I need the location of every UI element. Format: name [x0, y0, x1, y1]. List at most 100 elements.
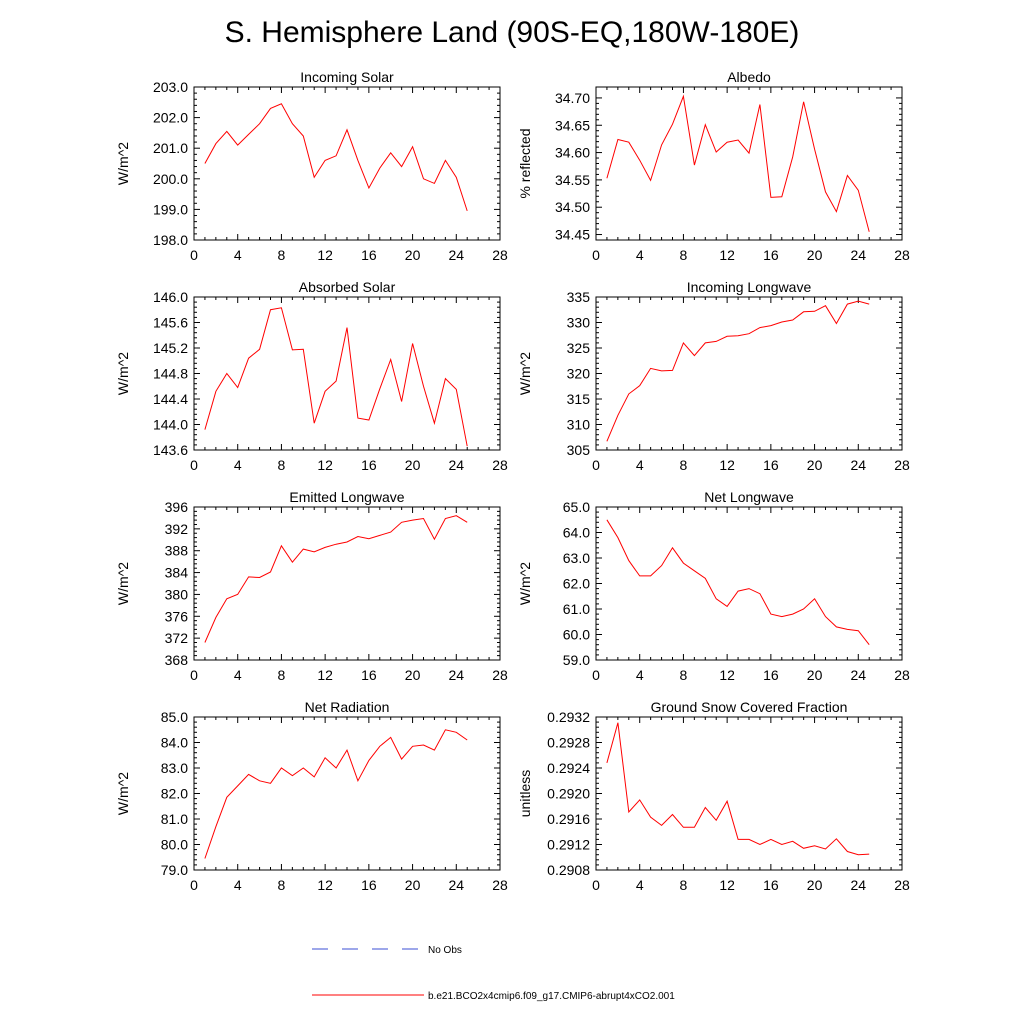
- series-line: [204, 729, 468, 859]
- y-tick-label: 146.0: [153, 289, 188, 305]
- y-tick-label: 396: [165, 499, 189, 515]
- x-tick-label: 20: [807, 247, 823, 263]
- x-tick-label: 0: [592, 247, 600, 263]
- x-tick-label: 4: [234, 247, 242, 263]
- y-tick-label: 305: [567, 442, 591, 458]
- y-tick-label: 325: [567, 340, 591, 356]
- series-line: [606, 300, 870, 442]
- y-tick-label: 0.2908: [547, 862, 590, 878]
- x-tick-label: 8: [278, 247, 286, 263]
- y-tick-label: 203.0: [153, 79, 188, 95]
- x-tick-label: 12: [719, 247, 735, 263]
- legend: No Obs b.e21.BCO2x4cmip6.f09_g17.CMIP6-a…: [312, 945, 675, 1002]
- x-tick-label: 4: [636, 877, 644, 893]
- panel-title: Emitted Longwave: [289, 489, 404, 505]
- panel-title: Net Longwave: [704, 489, 794, 505]
- x-tick-label: 24: [448, 667, 464, 683]
- x-tick-label: 12: [317, 457, 333, 473]
- y-tick-label: 0.2916: [547, 811, 590, 827]
- x-tick-label: 16: [361, 667, 377, 683]
- y-tick-label: 198.0: [153, 232, 188, 248]
- panel-title: Albedo: [727, 69, 771, 85]
- x-tick-label: 4: [234, 877, 242, 893]
- chart-panel: Net Radiation W/m^2 0 4 8 12 16 20 24 28 79.0 80.0 8…: [115, 699, 508, 893]
- y-tick-label: 330: [567, 315, 591, 331]
- x-tick-label: 0: [190, 667, 198, 683]
- x-tick-label: 16: [361, 457, 377, 473]
- y-tick-label: 61.0: [563, 601, 590, 617]
- x-tick-label: 16: [763, 667, 779, 683]
- series-line: [606, 94, 870, 232]
- y-tick-label: 320: [567, 366, 591, 382]
- y-axis-label: unitless: [517, 770, 533, 817]
- x-tick-label: 28: [894, 247, 910, 263]
- plot-frame: [595, 296, 903, 451]
- y-tick-label: 79.0: [161, 862, 188, 878]
- y-tick-label: 34.55: [555, 172, 590, 188]
- y-axis-label: W/m^2: [517, 352, 533, 395]
- x-tick-label: 16: [361, 877, 377, 893]
- x-tick-label: 0: [190, 247, 198, 263]
- x-tick-label: 20: [807, 667, 823, 683]
- y-tick-label: 201.0: [153, 140, 188, 156]
- x-tick-label: 4: [234, 667, 242, 683]
- x-tick-label: 28: [492, 247, 508, 263]
- plot-frame: [595, 716, 903, 871]
- x-tick-label: 20: [807, 877, 823, 893]
- chart-panel: Absorbed Solar W/m^2 0 4 8 12 16 20 24 28 143.6 144…: [115, 279, 508, 473]
- x-tick-label: 12: [317, 247, 333, 263]
- x-tick-label: 8: [680, 457, 688, 473]
- x-tick-label: 28: [492, 457, 508, 473]
- chart-panel: Albedo % reflected 0 4 8 12 16 20 24 28 34.45 34.50…: [517, 69, 910, 263]
- y-tick-label: 315: [567, 391, 591, 407]
- y-tick-label: 34.65: [555, 117, 590, 133]
- x-tick-label: 12: [317, 877, 333, 893]
- y-tick-label: 200.0: [153, 171, 188, 187]
- chart-panel: Incoming Longwave W/m^2 0 4 8 12 16 20 24 28 305 31…: [517, 279, 910, 473]
- panel-title: Incoming Longwave: [687, 279, 812, 295]
- x-tick-label: 8: [680, 667, 688, 683]
- y-tick-label: 376: [165, 608, 189, 624]
- y-tick-label: 82.0: [161, 786, 188, 802]
- chart-panel: Incoming Solar W/m^2 0 4 8 12 16 20 24 28 198.0 199…: [115, 69, 508, 263]
- y-tick-label: 0.2924: [547, 760, 590, 776]
- y-tick-label: 372: [165, 630, 189, 646]
- y-tick-label: 392: [165, 521, 189, 537]
- y-axis-label: % reflected: [517, 128, 533, 198]
- panel-grid: Incoming Solar W/m^2 0 4 8 12 16 20 24 28 198.0 199…: [115, 69, 910, 893]
- x-tick-label: 0: [190, 877, 198, 893]
- y-tick-label: 144.0: [153, 417, 188, 433]
- plot-frame: [193, 86, 501, 241]
- x-tick-label: 12: [719, 457, 735, 473]
- y-tick-label: 84.0: [161, 735, 188, 751]
- x-tick-label: 16: [763, 247, 779, 263]
- series-line: [204, 103, 468, 212]
- y-tick-label: 85.0: [161, 709, 188, 725]
- x-tick-label: 28: [894, 667, 910, 683]
- y-tick-label: 144.4: [153, 391, 188, 407]
- y-tick-label: 143.6: [153, 442, 188, 458]
- y-axis-label: W/m^2: [115, 352, 131, 395]
- y-axis-label: W/m^2: [115, 772, 131, 815]
- x-tick-label: 4: [636, 457, 644, 473]
- chart-panel: Net Longwave W/m^2 0 4 8 12 16 20 24 28 59.0 60.0 61…: [517, 489, 910, 683]
- y-tick-label: 310: [567, 417, 591, 433]
- x-tick-label: 28: [894, 457, 910, 473]
- x-tick-label: 24: [850, 457, 866, 473]
- x-tick-label: 16: [361, 247, 377, 263]
- y-tick-label: 83.0: [161, 760, 188, 776]
- y-axis-label: W/m^2: [115, 142, 131, 185]
- x-tick-label: 0: [190, 457, 198, 473]
- x-tick-label: 20: [405, 667, 421, 683]
- y-tick-label: 380: [165, 586, 189, 602]
- x-tick-label: 8: [278, 457, 286, 473]
- x-tick-label: 12: [719, 877, 735, 893]
- y-tick-label: 81.0: [161, 811, 188, 827]
- y-tick-label: 388: [165, 543, 189, 559]
- series-line: [606, 722, 870, 856]
- x-tick-label: 24: [448, 457, 464, 473]
- y-tick-label: 80.0: [161, 837, 188, 853]
- y-tick-label: 65.0: [563, 499, 590, 515]
- y-tick-label: 62.0: [563, 576, 590, 592]
